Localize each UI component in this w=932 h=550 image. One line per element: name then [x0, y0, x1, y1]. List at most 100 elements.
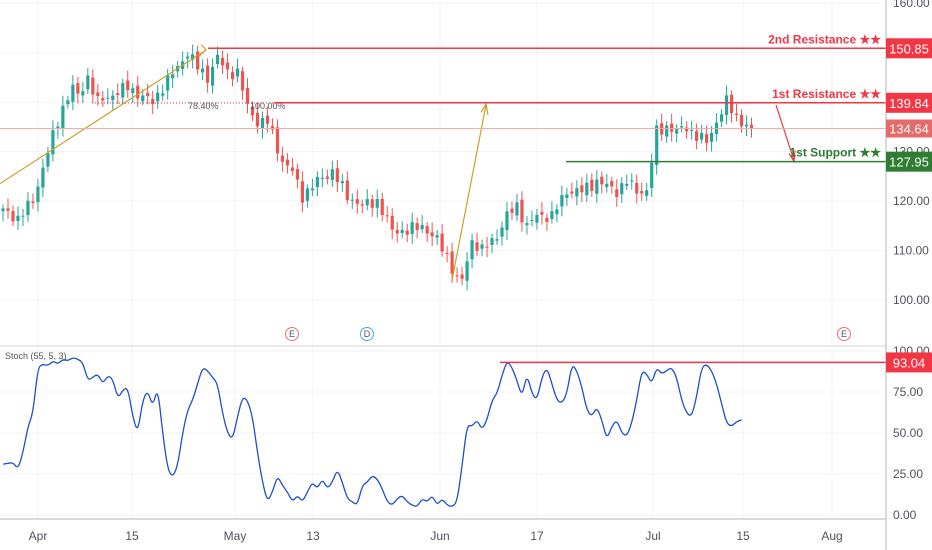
candle-body [285, 159, 290, 166]
stoch-indicator-title[interactable]: Stoch (55, 5, 3) [5, 351, 67, 361]
candle-body [126, 80, 130, 91]
candle-body [455, 275, 459, 277]
candle-body [734, 113, 739, 116]
candle-body [390, 215, 394, 230]
stoch-tick-label: 0.00 [893, 508, 917, 522]
candle-body [625, 183, 629, 186]
candle-body [739, 114, 744, 127]
candle-body [26, 200, 30, 216]
candle-body [215, 54, 220, 65]
candle-body [310, 188, 314, 191]
candle-body [435, 235, 439, 238]
candle-body [650, 162, 654, 188]
candle-body [240, 71, 245, 91]
candle-body [380, 198, 384, 216]
candle-body [425, 226, 429, 234]
candle-body [210, 66, 215, 86]
candle-body [6, 208, 10, 211]
candle-body [131, 88, 135, 94]
time-axis[interactable]: Apr 15 May 13 Jun 17 Jul 15 Aug [29, 529, 843, 543]
level-tag-text: 150.85 [889, 41, 929, 56]
candle-body [290, 167, 295, 171]
candle-body [704, 134, 709, 143]
candle-body [590, 179, 594, 191]
candle-body [330, 169, 334, 180]
grid [0, 0, 886, 519]
candle-body [709, 132, 714, 142]
candle-body [530, 219, 534, 221]
candle-body [136, 85, 140, 99]
candle-body [630, 180, 634, 182]
candle-body [400, 229, 404, 233]
candle-body [325, 176, 329, 179]
candle-body [500, 227, 504, 237]
projection-arrow-head [480, 102, 489, 115]
candle-body [275, 127, 280, 154]
level-label: 2nd Resistance ★★ [768, 32, 881, 46]
price-tick-label: 120.00 [893, 194, 930, 208]
event-marker[interactable] [285, 327, 299, 341]
candle-body [724, 95, 729, 116]
candle-body [260, 117, 265, 129]
price-axis[interactable]: 100.00110.00120.00130.00140.00150.00160.… [886, 0, 932, 307]
candle-body [225, 62, 230, 70]
candle-body [545, 217, 549, 222]
level-tag-text: 127.95 [889, 155, 929, 170]
candle-body [196, 51, 200, 70]
candle-body [475, 242, 479, 251]
candle-body [335, 168, 339, 183]
candle-body [550, 211, 554, 220]
candle-body [575, 188, 579, 197]
candle-body [146, 92, 150, 96]
last-price-tag-text: 134.64 [889, 122, 929, 137]
candle-body [690, 129, 694, 131]
stoch-level-tag [886, 352, 932, 373]
event-marker[interactable] [360, 327, 374, 341]
time-tick-label: 15 [125, 529, 139, 543]
candle-body [370, 199, 374, 208]
candle-body [685, 127, 689, 132]
event-marker[interactable] [837, 327, 851, 341]
candle-body [265, 115, 270, 124]
candle-body [565, 194, 569, 198]
candle-body [91, 77, 95, 95]
event-marker-text[interactable]: E [289, 329, 295, 339]
stochastic-pane: Stoch (55, 5, 3) [2, 351, 886, 507]
trend-arrow-head [198, 44, 207, 57]
candle-body [151, 98, 155, 105]
candle-body [680, 126, 684, 128]
candle-body [305, 188, 309, 201]
candle-body [186, 56, 190, 59]
candle-body [315, 176, 319, 187]
candle-body [166, 75, 170, 91]
candle-body [81, 91, 85, 96]
candle-body [41, 167, 45, 188]
candle-body [640, 191, 644, 194]
event-marker-text[interactable]: E [841, 329, 847, 339]
candle-body [465, 261, 469, 281]
candle-body [385, 215, 389, 217]
time-tick-label: Jun [430, 529, 449, 543]
candle-body [101, 98, 105, 101]
candle-body [340, 181, 344, 184]
candle-body [540, 211, 544, 215]
expected-drop-line [775, 104, 795, 161]
event-marker-text[interactable]: D [364, 329, 371, 339]
candle-body [36, 186, 40, 203]
level-tag [886, 151, 932, 172]
candle-body [121, 83, 125, 98]
candle-body [201, 68, 205, 73]
level-label: 1st Resistance ★★ [772, 87, 881, 101]
candle-body [600, 176, 604, 185]
time-tick-label: 15 [736, 529, 750, 543]
candle-body [1, 208, 5, 212]
candle-body [610, 181, 614, 187]
candle-body [21, 215, 25, 217]
candle-body [495, 239, 499, 241]
time-tick-label: May [224, 529, 247, 543]
candle-body [245, 87, 250, 104]
candle-body [665, 125, 669, 137]
candle-body [405, 230, 409, 235]
stoch-tick-label: 50.00 [893, 426, 923, 440]
